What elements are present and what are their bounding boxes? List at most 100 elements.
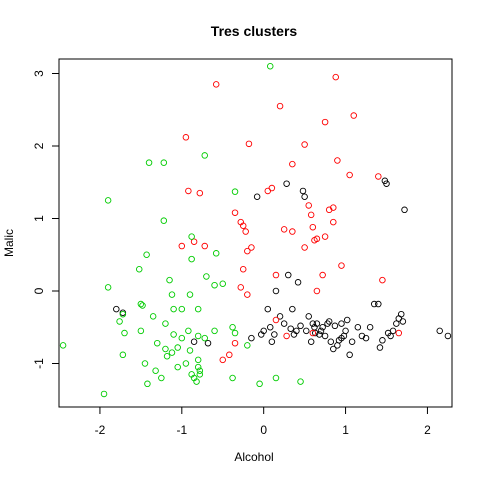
- data-point: [237, 284, 245, 291]
- data-point: [160, 159, 168, 166]
- data-point: [248, 244, 255, 251]
- data-point: [260, 327, 267, 335]
- data-point: [319, 324, 326, 331]
- data-point: [280, 320, 288, 327]
- data-point: [338, 262, 345, 269]
- data-point: [272, 271, 280, 279]
- data-point: [211, 281, 218, 289]
- data-point: [244, 291, 251, 298]
- data-point: [268, 338, 276, 346]
- series-1: [178, 73, 403, 364]
- y-axis-label: Malic: [2, 229, 16, 257]
- x-tick-label: 1: [342, 423, 349, 437]
- data-point: [231, 329, 239, 337]
- data-point: [219, 280, 226, 288]
- data-point: [338, 334, 345, 342]
- data-point: [141, 360, 149, 367]
- data-point: [245, 140, 253, 148]
- data-point: [307, 338, 315, 346]
- data-point: [287, 325, 294, 332]
- data-point: [370, 300, 378, 308]
- data-point: [231, 209, 239, 216]
- y-axis: -1 0 1 2 3: [32, 70, 60, 369]
- data-point: [280, 226, 288, 233]
- data-point: [201, 334, 208, 342]
- data-point: [194, 356, 202, 364]
- data-point: [343, 316, 351, 324]
- data-point: [212, 81, 220, 88]
- data-point: [201, 152, 208, 159]
- data-point: [289, 160, 296, 168]
- data-point: [104, 284, 112, 291]
- data-point: [366, 324, 374, 331]
- data-point: [186, 347, 194, 354]
- x-tick-label: -2: [95, 423, 106, 437]
- series-2: [59, 63, 304, 398]
- y-tick-label: 2: [32, 142, 46, 149]
- x-tick-label: -1: [176, 423, 187, 437]
- data-point: [294, 279, 302, 286]
- data-point: [166, 276, 173, 284]
- data-point: [144, 380, 151, 388]
- y-tick-label: -1: [32, 358, 46, 369]
- data-point: [276, 313, 284, 320]
- data-point: [331, 322, 339, 330]
- data-point: [305, 202, 312, 209]
- data-point: [312, 329, 319, 337]
- data-point: [301, 141, 308, 148]
- data-point: [119, 310, 127, 318]
- data-point: [143, 251, 150, 258]
- data-point: [253, 193, 261, 200]
- y-tick-label: 0: [32, 287, 46, 294]
- data-point: [190, 238, 198, 245]
- data-point: [332, 73, 339, 81]
- data-point: [248, 334, 255, 342]
- data-point: [152, 367, 159, 375]
- data-point: [289, 228, 296, 235]
- data-point: [301, 193, 308, 200]
- data-point: [113, 305, 120, 313]
- data-point: [266, 324, 274, 331]
- data-point: [395, 329, 403, 337]
- data-point: [436, 327, 443, 335]
- data-point: [317, 327, 325, 335]
- data-point: [244, 342, 251, 349]
- data-point: [307, 211, 315, 219]
- data-point: [231, 339, 239, 347]
- data-point: [256, 380, 263, 388]
- data-point: [305, 313, 312, 320]
- data-point: [397, 310, 405, 318]
- data-point: [376, 344, 384, 351]
- data-point: [59, 342, 67, 349]
- chart-title: Tres clusters: [211, 23, 298, 39]
- data-point: [168, 291, 176, 298]
- data-point: [119, 351, 127, 359]
- data-point: [330, 204, 337, 211]
- data-point: [204, 339, 212, 347]
- data-point: [149, 313, 157, 320]
- data-point: [383, 180, 390, 187]
- data-point: [379, 276, 386, 284]
- data-point: [297, 378, 304, 385]
- data-point: [401, 206, 408, 214]
- data-point: [160, 217, 168, 224]
- data-point: [145, 159, 153, 166]
- data-point: [313, 320, 321, 327]
- data-point: [301, 244, 308, 251]
- data-point: [170, 305, 177, 313]
- data-point: [264, 305, 272, 313]
- data-point: [229, 374, 236, 382]
- data-point: [196, 371, 204, 378]
- data-point: [139, 302, 146, 309]
- data-point: [170, 331, 177, 338]
- data-point: [188, 255, 195, 263]
- data-point: [350, 112, 358, 119]
- data-point: [375, 173, 382, 180]
- data-points: [59, 63, 452, 398]
- data-point: [153, 339, 161, 347]
- data-point: [393, 320, 400, 327]
- data-point: [309, 320, 317, 327]
- data-point: [316, 331, 323, 338]
- data-point: [178, 334, 186, 342]
- data-point: [190, 338, 198, 346]
